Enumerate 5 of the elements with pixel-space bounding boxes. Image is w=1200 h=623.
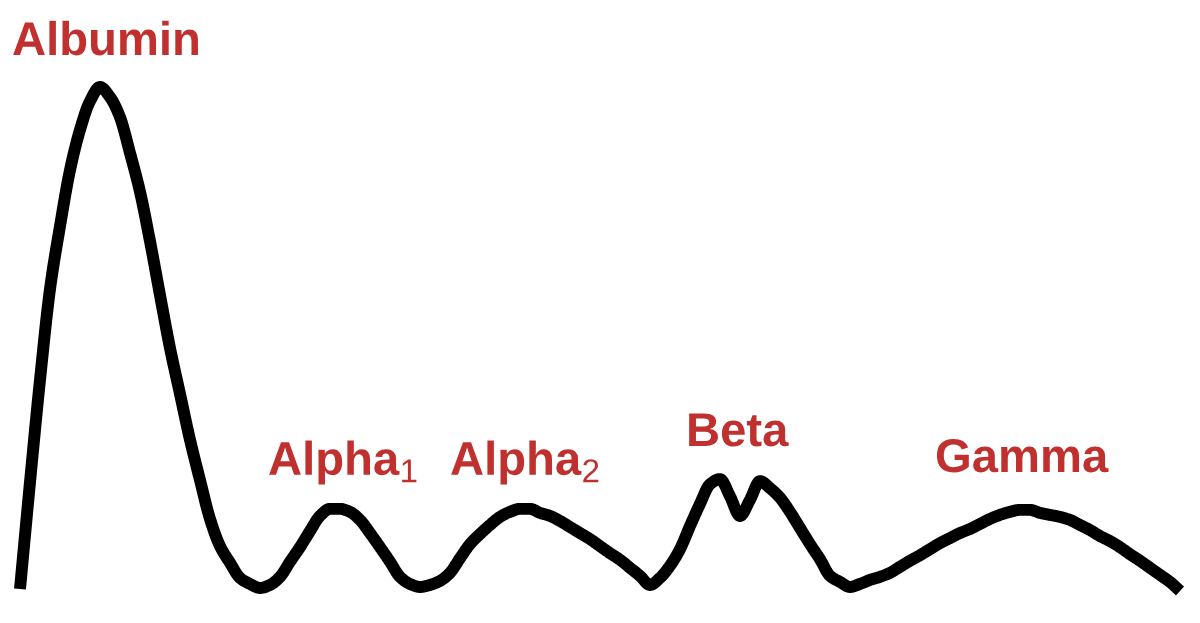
annotation: Alpha$_{2}$: [451, 440, 599, 485]
text: Albumin: [13, 20, 198, 56]
annotation: Beta: [689, 413, 789, 447]
annotation: Alpha$_{1}$: [269, 440, 417, 485]
annotation: Gamma: [936, 439, 1109, 473]
